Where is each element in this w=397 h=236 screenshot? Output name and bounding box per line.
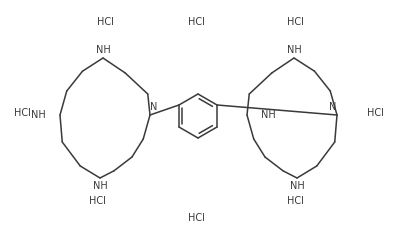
Text: NH: NH — [261, 110, 276, 120]
Text: HCl: HCl — [89, 196, 106, 206]
Text: NH: NH — [93, 181, 107, 191]
Text: NH: NH — [290, 181, 304, 191]
Text: N: N — [150, 102, 158, 112]
Text: HCl: HCl — [96, 17, 114, 27]
Text: HCl: HCl — [366, 108, 384, 118]
Text: HCl: HCl — [187, 213, 204, 223]
Text: NH: NH — [287, 45, 301, 55]
Text: HCl: HCl — [187, 17, 204, 27]
Text: N: N — [330, 102, 337, 112]
Text: HCl: HCl — [13, 108, 31, 118]
Text: HCl: HCl — [287, 196, 303, 206]
Text: HCl: HCl — [287, 17, 303, 27]
Text: NH: NH — [31, 110, 46, 120]
Text: NH: NH — [96, 45, 110, 55]
